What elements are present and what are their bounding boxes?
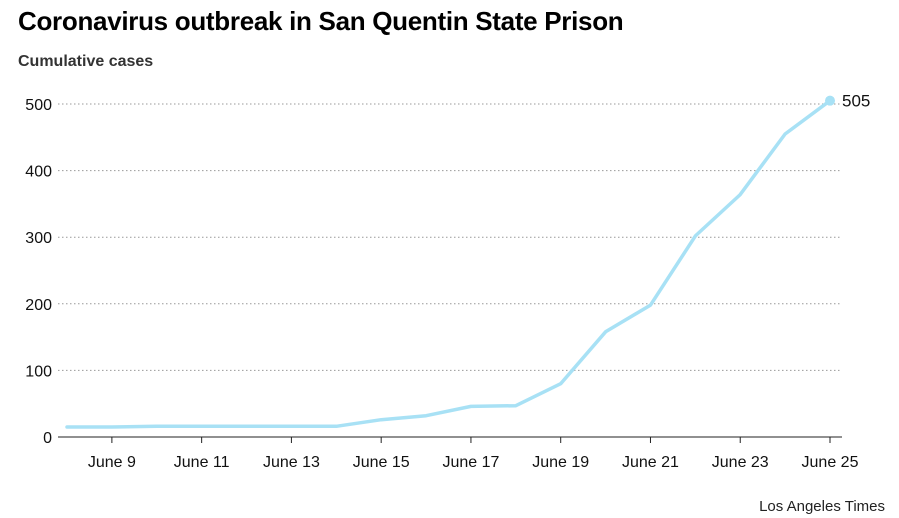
y-tick-label: 500 — [25, 97, 52, 114]
end-value-label: 505 — [842, 92, 870, 111]
x-tick-label: June 15 — [353, 454, 410, 471]
source-credit: Los Angeles Times — [759, 498, 885, 515]
x-axis: June 9 June 11 June 13 June 15 June 17 June 1… — [58, 436, 859, 471]
x-tick-label: June 13 — [263, 454, 320, 471]
x-tick-label: June 19 — [532, 454, 589, 471]
y-axis: 0 100 200 300 400 500 — [25, 97, 52, 447]
cumulative-cases-line — [65, 98, 832, 429]
end-point-marker — [825, 95, 835, 106]
x-tick-label: June 11 — [174, 454, 230, 471]
x-tick-label: June 23 — [712, 454, 769, 471]
x-tick-label: June 25 — [802, 454, 859, 471]
gridlines — [58, 103, 842, 371]
y-tick-label: 100 — [25, 363, 52, 380]
x-tick-label: June 17 — [442, 454, 499, 471]
y-tick-label: 200 — [25, 297, 52, 314]
y-tick-label: 0 — [43, 430, 52, 447]
chart-title: Coronavirus outbreak in San Quentin Stat… — [18, 6, 624, 36]
x-tick-label: June 21 — [622, 454, 679, 471]
chart-subtitle: Cumulative cases — [18, 53, 154, 70]
series: 505 — [65, 92, 870, 429]
y-tick-label: 300 — [25, 230, 52, 247]
y-tick-label: 400 — [25, 164, 52, 181]
x-tick-label: June 9 — [88, 454, 136, 471]
